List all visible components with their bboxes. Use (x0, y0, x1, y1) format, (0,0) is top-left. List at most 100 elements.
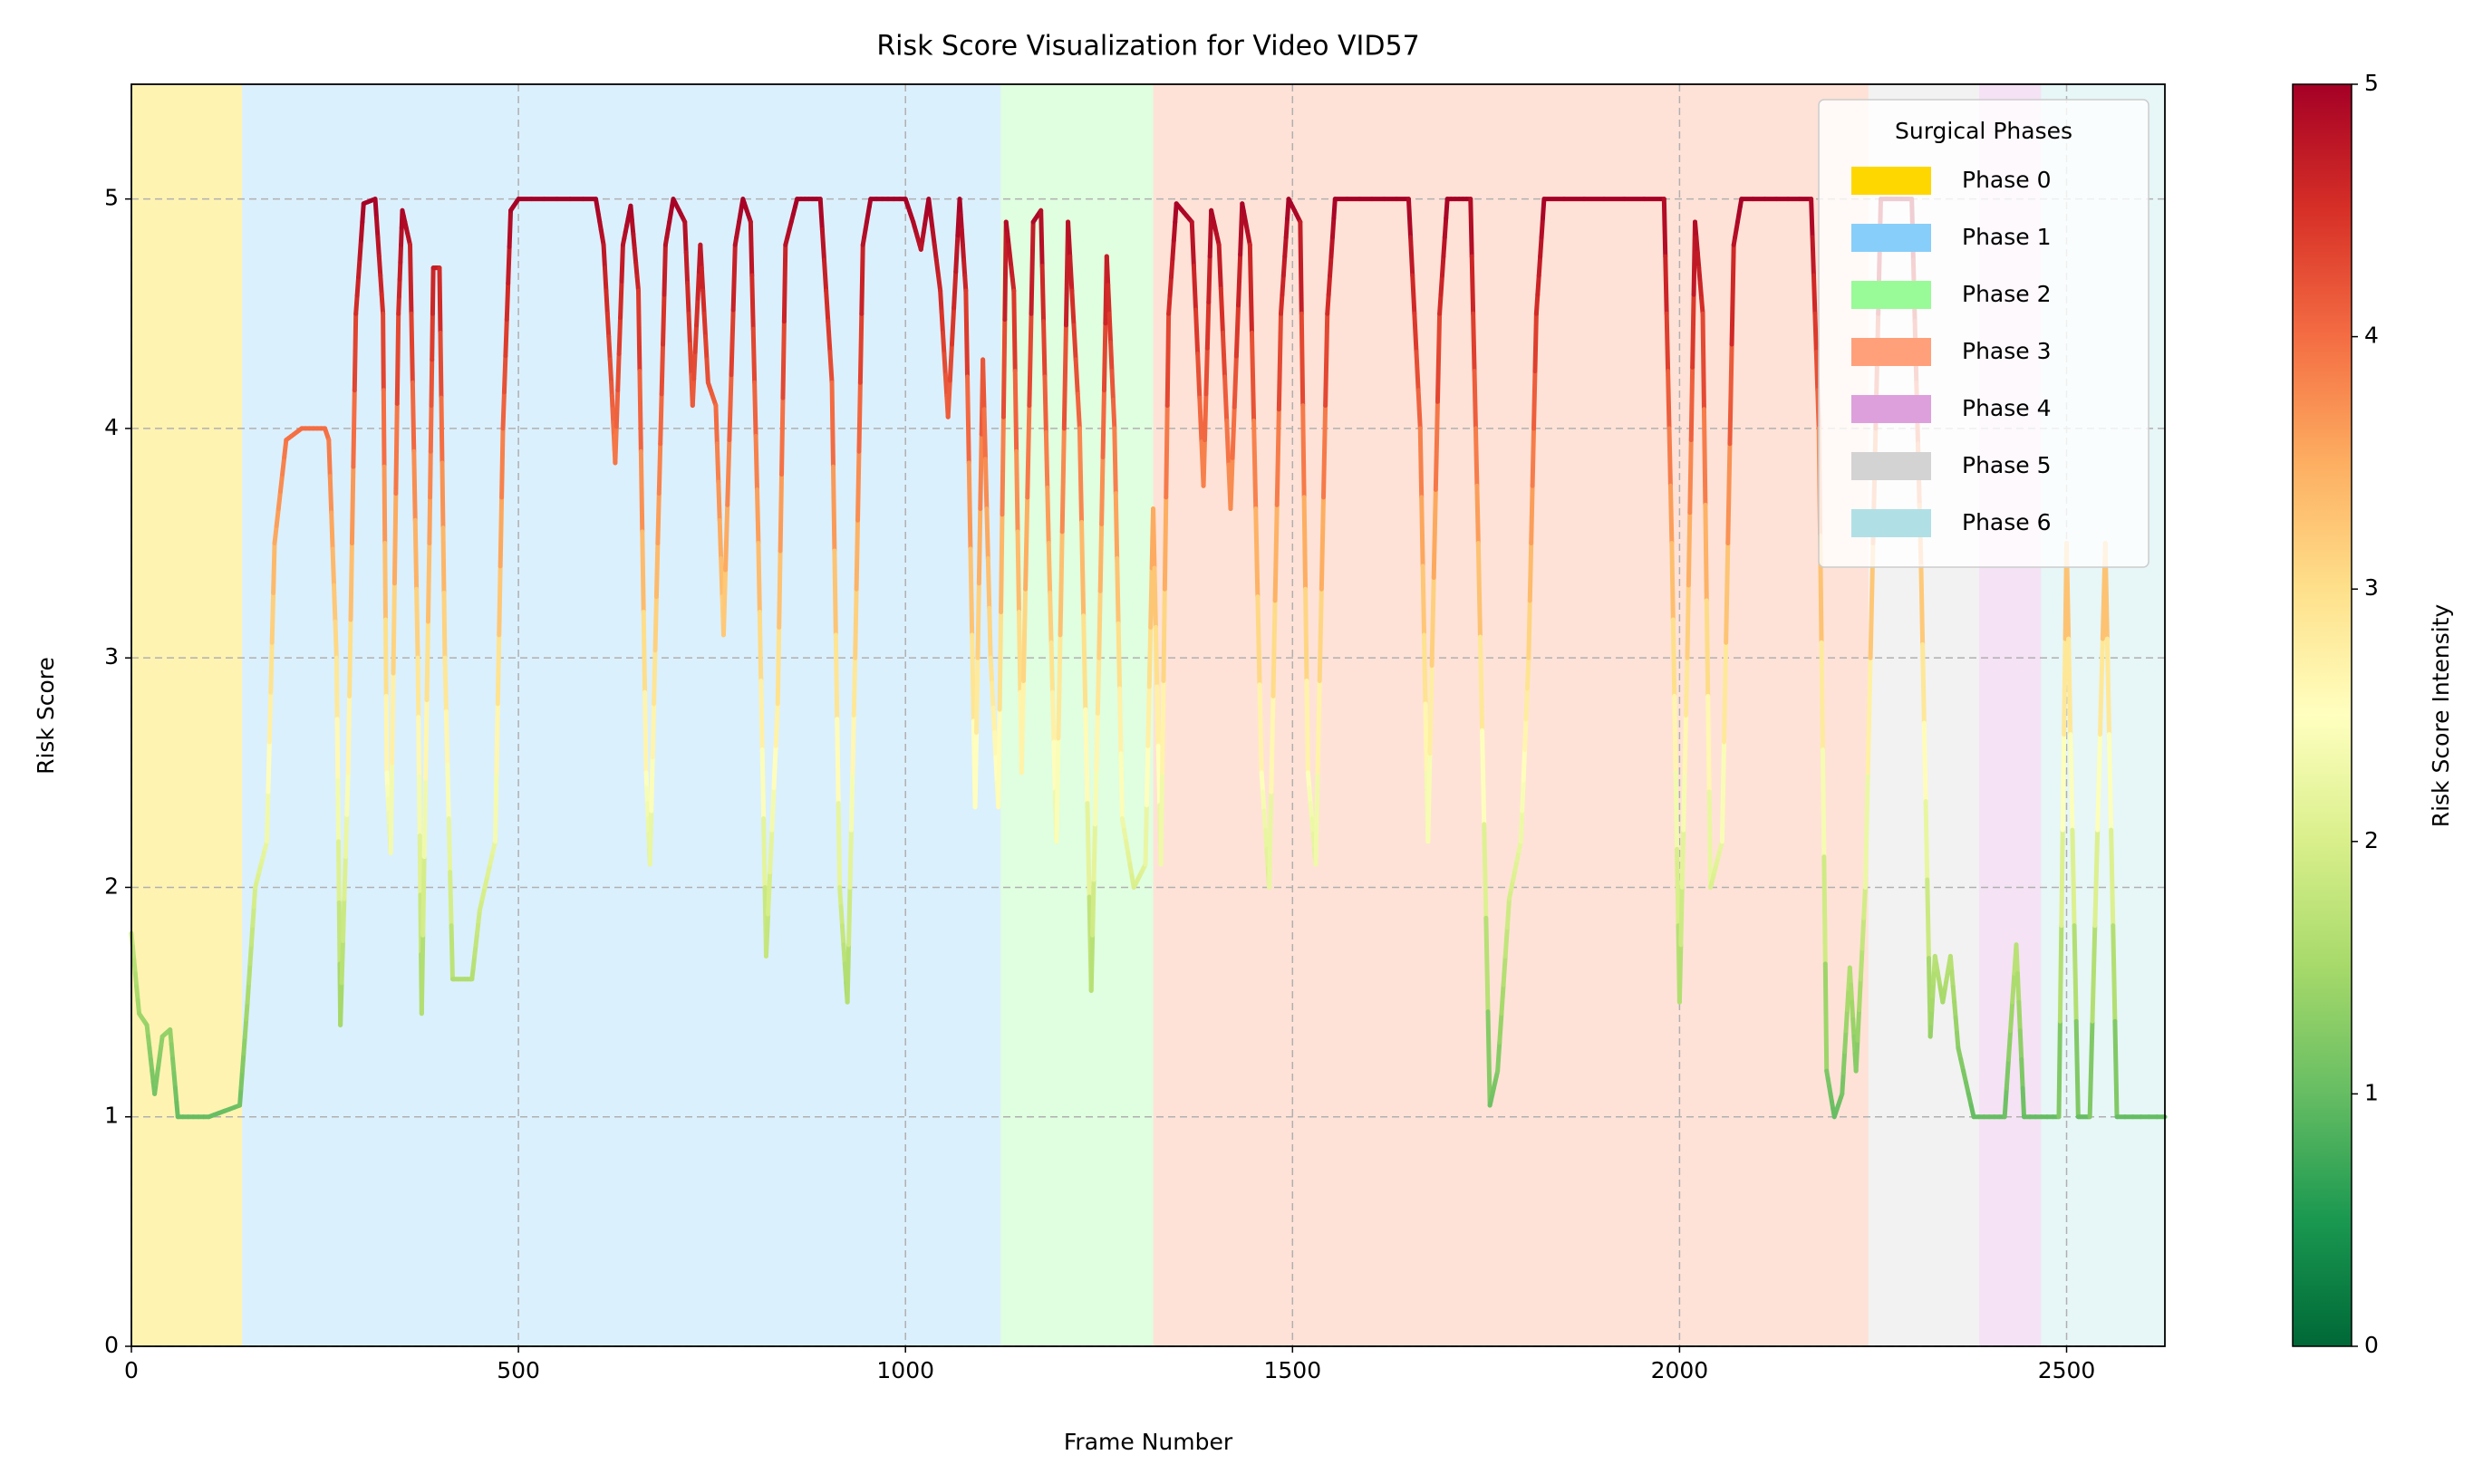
line-segment (1524, 655, 1531, 691)
line-segment (752, 380, 758, 438)
line-segment (853, 586, 859, 660)
line-segment (686, 311, 692, 347)
line-segment (729, 307, 736, 378)
line-segment (445, 762, 451, 821)
line-segment (1269, 693, 1276, 795)
line-segment (382, 464, 388, 546)
line-segment (357, 237, 363, 261)
line-segment (2019, 1056, 2025, 1091)
line-segment (780, 319, 787, 400)
line-segment (1700, 311, 1706, 412)
line-segment (329, 510, 335, 552)
line-segment (1473, 426, 1480, 488)
line-segment (326, 438, 333, 479)
line-segment (961, 257, 968, 278)
line-segment (1950, 984, 1957, 1005)
line-segment (1703, 502, 1709, 603)
line-segment (440, 460, 446, 531)
line-segment (1497, 1011, 1504, 1045)
risk-line (129, 197, 2168, 1120)
y-tick-label: 2 (104, 872, 119, 899)
line-segment (750, 326, 758, 385)
colorbar-tick-label: 4 (2364, 323, 2379, 349)
line-segment (938, 288, 944, 314)
line-segment (1168, 255, 1175, 280)
line-segment (448, 870, 454, 929)
line-segment (1850, 1017, 1857, 1039)
line-segment (990, 705, 997, 735)
line-segment (2095, 732, 2103, 833)
line-segment (1270, 598, 1278, 699)
line-segment (2090, 923, 2098, 1024)
line-segment (771, 743, 778, 791)
line-segment (662, 242, 668, 297)
line-segment (352, 311, 359, 393)
line-segment (933, 257, 942, 278)
line-segment (773, 701, 780, 748)
line-segment (619, 242, 625, 284)
line-segment (282, 438, 289, 460)
line-segment (1144, 743, 1151, 808)
line-segment (501, 353, 508, 395)
chart-title: Risk Score Visualization for Video VID57 (876, 31, 1419, 63)
line-segment (2104, 636, 2111, 737)
line-segment (1059, 426, 1067, 535)
line-segment (1471, 311, 1477, 374)
line-segment (1504, 896, 1512, 930)
line-segment (653, 541, 661, 600)
line-segment (1431, 487, 1438, 581)
line-segment (1666, 369, 1672, 431)
line-segment (1315, 679, 1322, 776)
line-segment (656, 441, 663, 496)
line-segment (1417, 426, 1425, 500)
line-segment (1282, 235, 1289, 259)
line-segment (694, 295, 700, 328)
line-segment (749, 273, 756, 332)
line-segment (756, 541, 762, 615)
line-segment (962, 273, 969, 294)
line-segment (1092, 766, 1099, 827)
x-tick-label: 2000 (1651, 1357, 1709, 1383)
line-segment (781, 242, 788, 324)
line-segment (701, 311, 709, 340)
line-segment (984, 506, 990, 561)
line-segment (953, 233, 961, 275)
line-segment (497, 564, 503, 638)
line-segment (1820, 747, 1827, 860)
line-segment (1088, 932, 1096, 993)
line-segment (1025, 403, 1032, 500)
line-segment (1166, 293, 1173, 316)
line-segment (1262, 827, 1270, 852)
line-segment (1482, 822, 1489, 920)
line-segment (1812, 311, 1819, 354)
line-segment (928, 212, 935, 232)
line-segment (634, 274, 642, 294)
line-segment (629, 217, 636, 236)
line-segment (1320, 403, 1328, 500)
line-segment (959, 226, 965, 247)
line-segment (1923, 798, 1930, 882)
line-segment (714, 441, 721, 485)
line-segment (991, 729, 999, 760)
line-segment (1116, 621, 1123, 691)
line-segment (376, 254, 383, 278)
line-segment (713, 403, 720, 447)
y-axis-label: Risk Score (33, 657, 59, 775)
line-segment (503, 317, 509, 359)
line-segment (1276, 311, 1283, 412)
line-segment (1857, 977, 1863, 1013)
line-segment (1727, 342, 1734, 447)
line-segment (1202, 391, 1209, 443)
line-segment (981, 407, 988, 462)
line-segment (1480, 728, 1487, 827)
line-segment (174, 1100, 180, 1120)
line-segment (1112, 426, 1118, 496)
line-segment (412, 517, 420, 592)
line-segment (1433, 399, 1440, 492)
line-segment (1406, 197, 1414, 240)
line-segment (495, 632, 502, 707)
line-segment (644, 801, 651, 821)
line-segment (2062, 636, 2068, 737)
line-segment (845, 942, 852, 1005)
line-segment (682, 219, 689, 255)
